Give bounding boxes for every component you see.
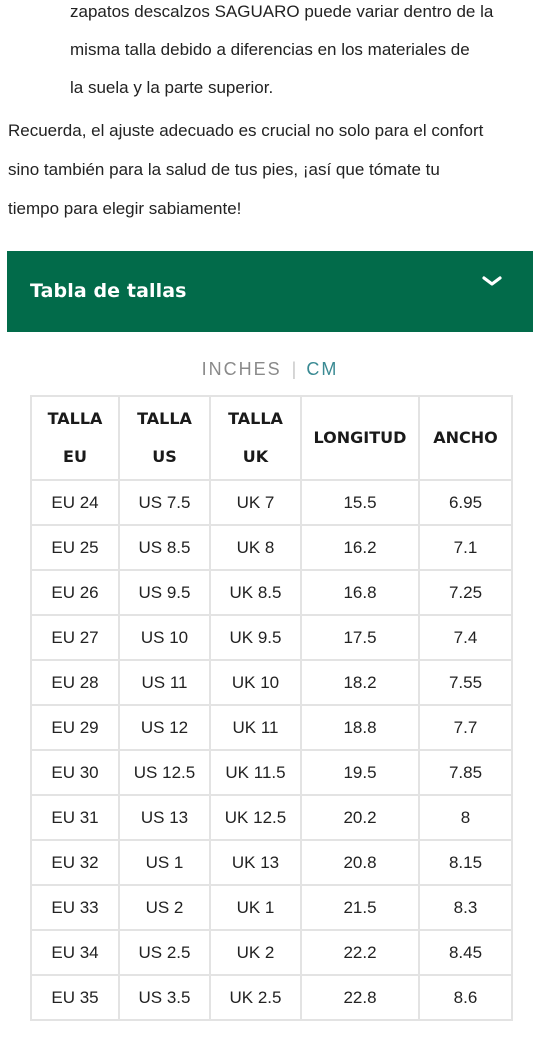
cell-talla-eu: EU 35: [30, 974, 120, 1021]
cell-ancho: 7.85: [418, 749, 513, 796]
table-header-row: TALLA EU TALLA US TALLA UK LONGITUD ANCHO: [30, 395, 513, 481]
table-row: EU 27 US 10 UK 9.5 17.5 7.4: [30, 614, 513, 661]
cell-talla-us: US 12: [118, 704, 211, 751]
cell-talla-uk: UK 13: [209, 839, 302, 886]
cell-longitud: 15.5: [300, 479, 420, 526]
cell-ancho: 7.25: [418, 569, 513, 616]
cell-ancho: 7.7: [418, 704, 513, 751]
table-row: EU 28 US 11 UK 10 18.2 7.55: [30, 659, 513, 706]
header-talla-eu: TALLA EU: [30, 395, 120, 481]
size-chart-accordion-header[interactable]: Tabla de tallas: [7, 251, 533, 332]
fit-note-paragraph: zapatos descalzos SAGUARO puede variar d…: [70, 0, 533, 107]
cell-talla-uk: UK 11.5: [209, 749, 302, 796]
cell-talla-uk: UK 8.5: [209, 569, 302, 616]
cell-talla-uk: UK 12.5: [209, 794, 302, 841]
cell-talla-us: US 12.5: [118, 749, 211, 796]
cell-longitud: 20.2: [300, 794, 420, 841]
table-row: EU 25 US 8.5 UK 8 16.2 7.1: [30, 524, 513, 571]
chevron-down-icon[interactable]: [481, 274, 503, 290]
cell-longitud: 16.8: [300, 569, 420, 616]
fit-note-line: la suela y la parte superior.: [70, 78, 274, 97]
table-row: EU 31 US 13 UK 12.5 20.2 8: [30, 794, 513, 841]
cell-talla-us: US 2: [118, 884, 211, 931]
cell-talla-us: US 10: [118, 614, 211, 661]
cell-talla-eu: EU 31: [30, 794, 120, 841]
cell-talla-us: US 11: [118, 659, 211, 706]
reminder-line: tiempo para elegir sabiamente!: [8, 199, 242, 218]
reminder-paragraph: Recuerda, el ajuste adecuado es crucial …: [8, 111, 533, 228]
cell-ancho: 7.4: [418, 614, 513, 661]
unit-toggle: INCHES | CM: [0, 356, 533, 382]
cell-talla-eu: EU 30: [30, 749, 120, 796]
unit-option-inches[interactable]: INCHES: [201, 359, 282, 379]
accordion-title: Tabla de tallas: [30, 280, 187, 302]
unit-option-cm[interactable]: CM: [306, 359, 339, 379]
cell-ancho: 8.6: [418, 974, 513, 1021]
cell-talla-eu: EU 28: [30, 659, 120, 706]
cell-talla-us: US 9.5: [118, 569, 211, 616]
cell-talla-uk: UK 7: [209, 479, 302, 526]
cell-talla-uk: UK 2: [209, 929, 302, 976]
cell-ancho: 7.55: [418, 659, 513, 706]
cell-ancho: 8.15: [418, 839, 513, 886]
cell-talla-uk: UK 11: [209, 704, 302, 751]
cell-talla-eu: EU 26: [30, 569, 120, 616]
table-row: EU 30 US 12.5 UK 11.5 19.5 7.85: [30, 749, 513, 796]
cell-longitud: 18.8: [300, 704, 420, 751]
cell-talla-eu: EU 34: [30, 929, 120, 976]
reminder-line: sino también para la salud de tus pies, …: [8, 160, 440, 179]
header-talla-uk: TALLA UK: [209, 395, 302, 481]
cell-talla-eu: EU 25: [30, 524, 120, 571]
unit-separator: |: [291, 359, 297, 379]
cell-ancho: 8.3: [418, 884, 513, 931]
cell-longitud: 22.2: [300, 929, 420, 976]
cell-talla-uk: UK 8: [209, 524, 302, 571]
cell-talla-uk: UK 2.5: [209, 974, 302, 1021]
fit-note-line: zapatos descalzos SAGUARO puede variar d…: [70, 2, 494, 21]
cell-talla-us: US 8.5: [118, 524, 211, 571]
table-row: EU 26 US 9.5 UK 8.5 16.8 7.25: [30, 569, 513, 616]
cell-talla-eu: EU 24: [30, 479, 120, 526]
cell-talla-eu: EU 33: [30, 884, 120, 931]
cell-talla-us: US 3.5: [118, 974, 211, 1021]
table-row: EU 24 US 7.5 UK 7 15.5 6.95: [30, 479, 513, 526]
cell-talla-us: US 13: [118, 794, 211, 841]
table-row: EU 35 US 3.5 UK 2.5 22.8 8.6: [30, 974, 513, 1021]
table-row: EU 34 US 2.5 UK 2 22.2 8.45: [30, 929, 513, 976]
header-ancho: ANCHO: [418, 395, 513, 481]
reminder-line: Recuerda, el ajuste adecuado es crucial …: [8, 121, 484, 140]
cell-longitud: 16.2: [300, 524, 420, 571]
cell-talla-eu: EU 29: [30, 704, 120, 751]
cell-longitud: 17.5: [300, 614, 420, 661]
fit-note-line: misma talla debido a diferencias en los …: [70, 40, 470, 59]
cell-longitud: 22.8: [300, 974, 420, 1021]
cell-talla-uk: UK 1: [209, 884, 302, 931]
cell-longitud: 18.2: [300, 659, 420, 706]
cell-talla-us: US 2.5: [118, 929, 211, 976]
size-table: TALLA EU TALLA US TALLA UK LONGITUD ANCHO E…: [30, 395, 513, 1021]
cell-talla-eu: EU 32: [30, 839, 120, 886]
cell-talla-us: US 1: [118, 839, 211, 886]
cell-longitud: 19.5: [300, 749, 420, 796]
cell-talla-us: US 7.5: [118, 479, 211, 526]
cell-ancho: 6.95: [418, 479, 513, 526]
table-row: EU 32 US 1 UK 13 20.8 8.15: [30, 839, 513, 886]
cell-longitud: 20.8: [300, 839, 420, 886]
header-longitud: LONGITUD: [300, 395, 420, 481]
table-row: EU 29 US 12 UK 11 18.8 7.7: [30, 704, 513, 751]
cell-ancho: 7.1: [418, 524, 513, 571]
cell-talla-uk: UK 9.5: [209, 614, 302, 661]
table-row: EU 33 US 2 UK 1 21.5 8.3: [30, 884, 513, 931]
cell-talla-uk: UK 10: [209, 659, 302, 706]
cell-ancho: 8: [418, 794, 513, 841]
cell-longitud: 21.5: [300, 884, 420, 931]
cell-talla-eu: EU 27: [30, 614, 120, 661]
header-talla-us: TALLA US: [118, 395, 211, 481]
cell-ancho: 8.45: [418, 929, 513, 976]
